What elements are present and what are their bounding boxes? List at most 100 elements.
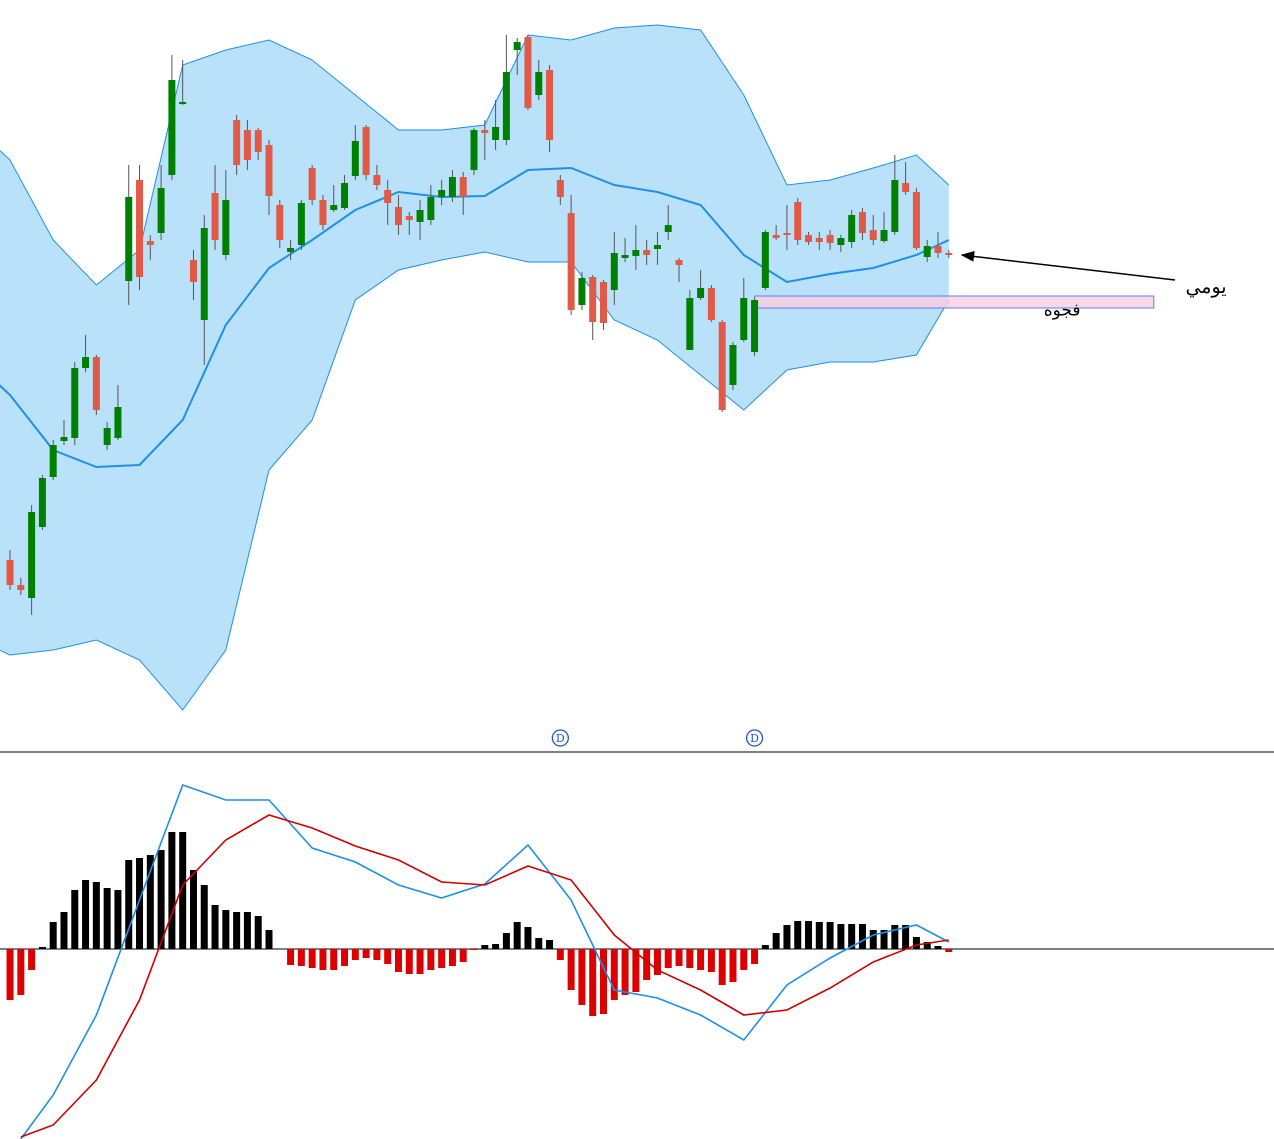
histogram-bar: [826, 922, 834, 949]
histogram-bar: [49, 922, 57, 949]
histogram-bar: [233, 912, 241, 949]
histogram-bar: [362, 949, 370, 958]
candle-body: [610, 253, 618, 290]
histogram-bar: [858, 924, 866, 949]
histogram-bar: [448, 949, 456, 966]
candle-body: [233, 120, 241, 165]
candle-body: [805, 235, 813, 242]
histogram-bar: [718, 949, 726, 985]
band-lower: [0, 251, 950, 711]
histogram-bar: [103, 888, 111, 949]
band-fill: [0, 25, 949, 710]
candle-body: [567, 213, 575, 310]
event-label: D: [750, 732, 759, 745]
macd-line: [20, 783, 950, 1139]
histogram-bar: [934, 946, 942, 949]
histogram-bar: [643, 949, 651, 980]
candle-body: [815, 238, 823, 242]
candle-body: [459, 177, 467, 197]
candle-body: [945, 253, 953, 255]
histogram-bar: [707, 949, 715, 972]
candle-body: [265, 145, 273, 196]
candle-body: [92, 357, 100, 410]
histogram-bar: [341, 949, 349, 966]
candle-body: [934, 246, 942, 253]
candle-body: [729, 345, 737, 385]
candle-body: [405, 216, 413, 220]
candle-body: [60, 437, 68, 441]
candle-body: [524, 37, 532, 108]
candle-body: [589, 277, 597, 322]
candle-body: [772, 235, 780, 238]
candle-body: [28, 512, 36, 598]
candle-body: [351, 141, 359, 176]
candle-body: [578, 278, 586, 305]
candle-body: [330, 205, 338, 210]
histogram-bar: [394, 949, 402, 972]
histogram-bar: [222, 910, 230, 949]
histogram-bar: [92, 882, 100, 949]
histogram-bar: [287, 949, 295, 965]
histogram-bar: [319, 949, 327, 970]
histogram-bar: [567, 949, 575, 990]
candle-body: [513, 42, 521, 50]
candle-body: [880, 230, 888, 241]
candle-body: [707, 288, 715, 320]
candle-body: [82, 357, 90, 368]
histogram-bar: [535, 938, 543, 949]
candle-body: [308, 168, 316, 200]
candle-body: [179, 102, 187, 104]
candle-body: [71, 368, 79, 438]
histogram-bar: [416, 949, 424, 974]
histogram-bar: [168, 832, 176, 949]
candle-body: [276, 205, 284, 240]
candle-body: [297, 203, 305, 245]
candle-body: [481, 130, 489, 133]
candle-body: [686, 298, 694, 350]
histogram-bar: [146, 855, 154, 949]
histogram-bar: [351, 949, 359, 960]
candle-body: [362, 127, 370, 175]
histogram-bar: [308, 949, 316, 968]
macd-line: [20, 814, 949, 1138]
histogram-bar: [848, 924, 856, 949]
candle-body: [632, 250, 640, 256]
candle-body: [902, 183, 910, 192]
candle-body: [599, 282, 607, 323]
candle-body: [535, 72, 543, 95]
histogram-bar: [82, 880, 90, 949]
histogram-bar: [330, 949, 338, 970]
histogram-bar: [869, 930, 877, 949]
event-label: D: [556, 732, 565, 745]
histogram-bar: [189, 870, 197, 949]
candle-body: [621, 255, 629, 258]
candle-body: [751, 300, 759, 352]
candle-body: [556, 180, 564, 197]
candle-body: [448, 177, 456, 197]
candle-body: [675, 260, 683, 265]
histogram-bar: [502, 933, 510, 949]
candle-body: [394, 207, 402, 225]
histogram-bar: [38, 947, 46, 949]
candle-body: [783, 233, 791, 235]
candle-body: [384, 190, 392, 203]
candle-body: [373, 175, 381, 185]
histogram-bar: [837, 924, 845, 949]
histogram-bar: [265, 930, 273, 949]
histogram-bar: [136, 858, 144, 949]
candle-body: [38, 478, 46, 527]
candle-body: [643, 250, 651, 255]
annotation-arrow: [960, 251, 1176, 281]
candle-body: [912, 192, 920, 248]
histogram-bar: [912, 937, 920, 949]
candle-body: [438, 190, 446, 197]
histogram-bar: [610, 949, 618, 1000]
candle-body: [761, 232, 769, 288]
candle-body: [319, 200, 327, 225]
candle-body: [243, 130, 251, 160]
candle-body: [146, 241, 154, 245]
candle-body: [502, 72, 510, 140]
histogram-bar: [815, 922, 823, 949]
histogram-bar: [254, 916, 262, 949]
histogram-bar: [761, 945, 769, 949]
